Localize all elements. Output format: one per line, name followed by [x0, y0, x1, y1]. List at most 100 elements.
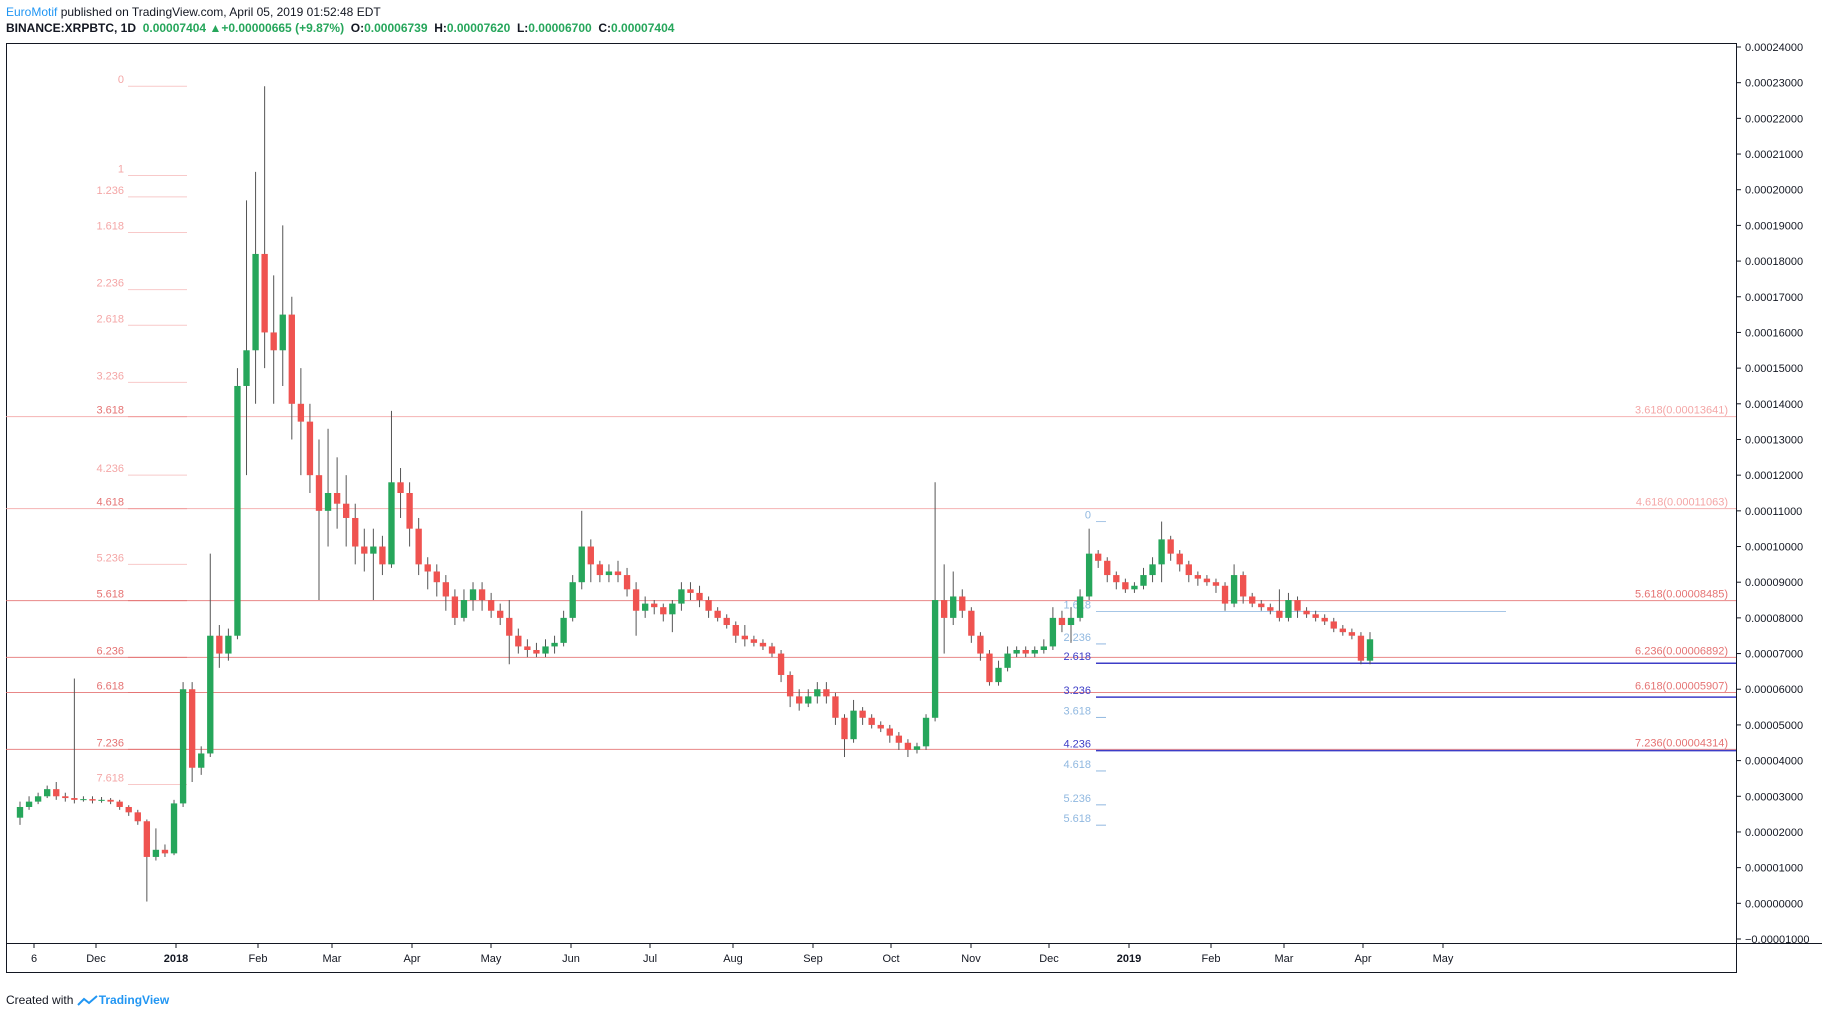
candle-body [913, 746, 921, 750]
fib-left-level-label: 5.618 [96, 589, 124, 601]
candle-body [814, 689, 821, 697]
candle-body [1022, 649, 1029, 654]
candle-body [632, 589, 640, 611]
candle-body [1239, 575, 1247, 597]
candle-body [152, 849, 160, 857]
time-tick-label: Apr [403, 953, 420, 965]
candle-body [542, 646, 549, 654]
candle-body [904, 742, 912, 750]
fib-left-level-label: 3.618 [96, 405, 124, 417]
candle-body [451, 596, 459, 618]
candle-body [714, 610, 721, 618]
candle-body [1004, 653, 1011, 668]
candle-body [986, 653, 993, 683]
candle-body [1285, 600, 1292, 618]
candle-body [1249, 596, 1256, 604]
price-chart[interactable]: 0 1 1.236 1.618 2.236 2.618 3.236 3.618 4.236 4.6… [6, 43, 1822, 983]
fib-left-level-label: 2.236 [96, 278, 124, 290]
candle-body [660, 607, 667, 615]
fib-left-level-label: 4.236 [96, 463, 124, 475]
price-tick-label: 0.00015000 [1745, 363, 1803, 375]
price-tick-label: 0.00001000 [1745, 863, 1803, 875]
candle-body [1185, 564, 1192, 576]
candle-body [623, 575, 631, 590]
price-tick-label: 0.00023000 [1745, 78, 1803, 90]
open-value: 0.00006739 [364, 21, 428, 35]
candle-body [107, 799, 114, 802]
candle-body [89, 799, 96, 801]
candle-body [669, 603, 676, 615]
candle-body [225, 635, 232, 654]
candle-body [1294, 600, 1301, 611]
candle-body [1104, 560, 1111, 576]
fib-left-level-label: 0 [118, 74, 124, 86]
candle-body [161, 849, 169, 854]
close-label: C: [598, 21, 612, 35]
candle-body [1113, 575, 1120, 583]
candle-body [297, 403, 305, 422]
symbol-label[interactable]: BINANCE:XRPBTC, 1D [6, 21, 137, 35]
candle-body [569, 582, 576, 618]
candle-body [216, 635, 223, 654]
fib-blue-level-label: 2.236 [1063, 632, 1091, 644]
low-value: 0.00006700 [528, 21, 592, 35]
price-tick-label: 0.00008000 [1745, 613, 1803, 625]
candle-body [98, 799, 105, 801]
candle-body [732, 625, 739, 636]
fib-right-level-label: 5.618(0.00008485) [1635, 589, 1728, 601]
price-tick-label: 0.00010000 [1745, 542, 1803, 554]
candle-body [1122, 582, 1129, 590]
fib-left-level-label: 1 [118, 163, 124, 175]
time-tick-label: 2018 [164, 953, 188, 965]
candle-body [415, 528, 422, 565]
candle-body [1212, 582, 1220, 586]
candle-body [34, 796, 42, 802]
time-tick-label: Mar [1275, 953, 1294, 965]
time-tick-label: Feb [1202, 953, 1221, 965]
candle-body [1221, 585, 1229, 604]
candle-body [551, 642, 558, 647]
fib-left-level-label: 1.236 [96, 185, 124, 197]
candle-body [578, 546, 585, 583]
tradingview-brand[interactable]: TradingView [98, 993, 170, 1007]
fib-blue-level-label: 4.236 [1063, 739, 1091, 751]
time-tick-label: May [1433, 953, 1454, 965]
fib-left-level-label: 6.236 [96, 645, 124, 657]
created-with-text: Created with [6, 993, 74, 1007]
candle-body [424, 564, 431, 572]
price-tick-label: 0.00005000 [1745, 720, 1803, 732]
candle-body [560, 617, 567, 643]
fib-blue-level-label: 3.618 [1063, 705, 1091, 717]
candle-body [841, 717, 848, 740]
price-tick-label: 0.00014000 [1745, 399, 1803, 411]
author-link[interactable]: EuroMotif [6, 5, 58, 19]
candle-body [252, 253, 259, 351]
price-tick-label: 0.00009000 [1745, 577, 1803, 589]
fib-right-level-label: 6.236(0.00006892) [1635, 645, 1728, 657]
price-tick-label: 0.00017000 [1745, 292, 1803, 304]
fib-left-level-label: 2.618 [96, 313, 124, 325]
price-tick-label: 0.00012000 [1745, 470, 1803, 482]
candle-body [605, 571, 613, 576]
fib-right-level-label: 7.236(0.00004314) [1635, 737, 1728, 749]
candle-body [850, 710, 857, 740]
time-tick-label: Nov [961, 953, 981, 965]
time-axis[interactable]: 6 Dec 2018 Feb Mar Apr May Jun Jul Aug Sep Oct Nov De… [31, 943, 1454, 965]
candle-body [279, 314, 286, 351]
candle-body [388, 482, 395, 565]
price-tick-label: 0.00019000 [1745, 220, 1803, 232]
candle-body [270, 332, 277, 351]
time-tick-label: Oct [882, 953, 899, 965]
candle-body [188, 689, 196, 768]
candle-body [315, 475, 323, 511]
candle-body [678, 589, 685, 604]
low-label: L: [516, 21, 529, 35]
price-change: +0.00000665 (+9.87%) [221, 21, 345, 35]
candle-body [406, 493, 413, 529]
price-axis[interactable]: 0.00024000 0.00023000 0.00022000 0.00021000… [1736, 43, 1810, 946]
candle-body [587, 546, 594, 565]
candle-body [379, 546, 386, 565]
candle-body [1348, 632, 1356, 636]
candle-body [234, 385, 241, 636]
price-tick-label: 0.00011000 [1745, 506, 1802, 518]
